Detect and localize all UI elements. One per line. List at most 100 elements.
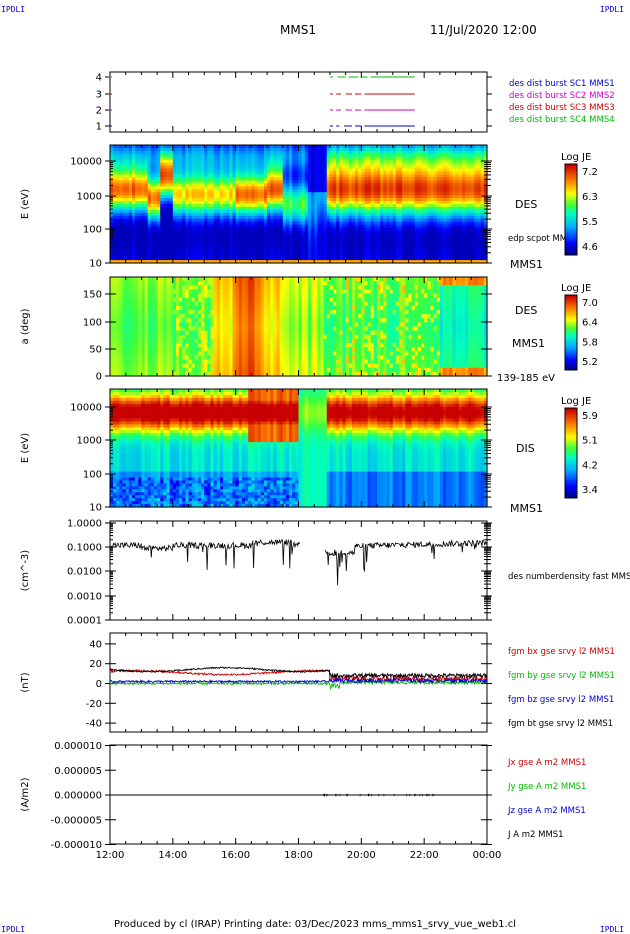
spectrogram-cell [455,153,460,158]
spectrogram-cell [182,150,186,155]
spectrogram-cell [480,150,485,155]
spectrogram-cell [443,168,447,173]
spectrogram-cell [399,206,403,211]
spectrogram-cell [380,159,384,164]
spectrogram-cell [336,221,340,226]
spectrogram-cell [399,147,403,152]
spectrogram-cell [163,201,168,205]
spectrogram-cell [326,171,331,176]
spectrogram-cell [307,165,312,170]
spectrogram-cell [238,212,243,217]
spectrogram-cell [279,257,284,261]
spectrogram-cell [254,186,259,190]
spectrogram-cell [427,257,432,261]
spectrogram-cell [433,183,438,187]
spectrogram-cell [241,209,246,214]
spectrogram-cell [386,183,391,187]
spectrogram-cell [307,171,312,176]
spectrogram-cell [329,242,334,246]
spectrogram-cell [191,209,196,214]
spectrogram-cell [373,233,378,238]
spectrogram-cell [226,221,230,226]
spectrogram-cell [405,145,410,149]
spectrogram-cell [238,171,243,176]
spectrogram-cell [116,186,121,190]
spectrogram-cell [395,198,400,202]
spectrogram-cell [213,254,218,258]
spectrogram-cell [210,198,215,202]
spectrogram-cell [427,260,432,264]
spectrogram-cell [411,165,416,170]
spectrogram-cell [358,162,362,167]
spectrogram-cell [179,242,183,246]
spectrogram-cell [110,165,114,170]
spectrogram-cell [399,156,403,161]
spectrogram-cell [150,227,155,232]
spectrogram-cell [461,186,466,190]
spectrogram-cell [273,209,278,214]
spectrogram-cell [417,221,422,226]
spectrogram-cell [355,260,359,264]
spectrogram-cell [138,248,143,252]
spectrogram-cell [345,189,350,193]
spectrogram-cell [383,180,388,184]
spectrogram-cell [245,245,249,249]
spectrogram-cell [153,204,158,208]
spectrogram-cell [351,162,356,167]
spectrogram-cell [257,230,262,235]
spectrogram-cell [179,224,183,229]
spectrogram-cell [364,171,369,176]
spectrogram-cell [370,221,375,226]
spectrogram-cell [282,159,287,164]
spectrogram-cell [204,206,208,211]
spectrogram-cell [452,215,457,220]
spectrogram-cell [468,236,472,240]
spectrogram-cell [399,239,403,243]
spectrogram-cell [166,206,171,211]
spectrogram-cell [273,145,278,149]
spectrogram-cell [263,251,268,255]
spectrogram-cell [188,215,193,220]
spectrogram-cell [483,198,488,202]
spectrogram-cell [298,147,303,152]
spectrogram-cell [169,212,174,217]
spectrogram-cell [358,201,362,205]
spectrogram-cell [292,254,296,258]
spectrogram-cell [411,177,416,181]
spectrogram-cell [424,251,428,255]
spectrogram-cell [216,212,221,217]
spectrogram-cell [317,218,322,223]
spectrogram-cell [238,186,243,190]
spectrogram-cell [449,215,454,220]
spectrogram-cell [417,206,422,211]
spectrogram-cell [405,192,410,196]
spectrogram-cell [311,192,315,196]
spectrogram-cell [270,212,274,217]
spectrogram-cell [361,233,366,238]
spectrogram-cell [285,212,290,217]
spectrogram-cell [116,254,121,258]
spectrogram-cell [226,251,230,255]
spectrogram-cell [446,239,450,243]
spectrogram-cell [414,165,419,170]
spectrogram-cell [179,145,183,149]
spectrogram-cell [370,201,375,205]
spectrogram-cell [480,260,485,264]
spectrogram-cell [358,159,362,164]
spectrogram-cell [320,260,325,264]
spectrogram-cell [110,233,114,238]
spectrogram-cell [229,195,234,199]
spectrogram-cell [395,251,400,255]
spectrogram-cell [339,251,344,255]
spectrogram-cell [194,215,199,220]
spectrogram-cell [163,212,168,217]
spectrogram-cell [238,221,243,226]
spectrogram-cell [471,168,476,173]
spectrogram-cell [179,189,183,193]
spectrogram-cell [405,221,410,226]
spectrogram-cell [182,215,186,220]
spectrogram-cell [427,212,432,217]
spectrogram-cell [216,159,221,164]
spectrogram-cell [282,201,287,205]
spectrogram-cell [232,145,237,149]
